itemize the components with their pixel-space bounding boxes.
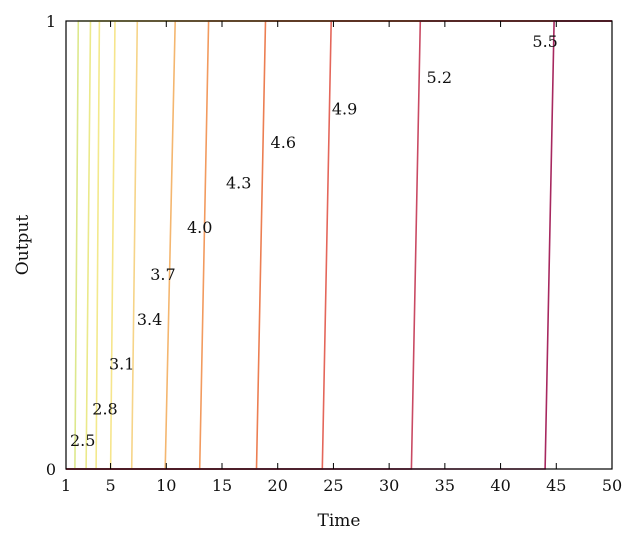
series-label-2.5: 2.5: [70, 431, 95, 450]
series-label-5.5: 5.5: [532, 32, 557, 51]
series-line-3.7: [66, 20, 612, 470]
series-label-4.0: 4.0: [187, 218, 212, 237]
x-tick-label: 20: [268, 476, 288, 495]
plot-frame: [65, 20, 613, 470]
x-tick-label: 5: [105, 476, 115, 495]
series-line-2.8: [66, 20, 612, 470]
y-axis-title: Output: [13, 215, 33, 276]
series-label-4.6: 4.6: [271, 133, 296, 152]
y-tick-label: 0: [46, 460, 56, 479]
series-label-4.9: 4.9: [332, 99, 357, 118]
series-line-4.9: [66, 20, 612, 470]
x-tick-label: 10: [156, 476, 176, 495]
x-tick-label: 15: [212, 476, 232, 495]
x-tick-label: 50: [602, 476, 622, 495]
series-line-3.4: [66, 20, 612, 470]
x-tick-label: 35: [435, 476, 455, 495]
series-label-3.1: 3.1: [109, 355, 134, 374]
x-tick-label: 25: [323, 476, 343, 495]
series-label-3.7: 3.7: [150, 265, 175, 284]
series-line-2.5: [66, 20, 612, 470]
y-tick-label: 1: [46, 12, 56, 31]
series-line-4.6: [66, 20, 612, 470]
x-tick-label: 30: [379, 476, 399, 495]
x-axis-title: Time: [318, 511, 361, 531]
series-line-5.5: [66, 20, 612, 470]
series-label-4.3: 4.3: [226, 173, 251, 192]
series-label-2.8: 2.8: [92, 400, 117, 419]
series-line-4.3: [66, 20, 612, 470]
x-tick-label: 1: [61, 476, 71, 495]
series-line-3.1: [66, 20, 612, 470]
series-label-5.2: 5.2: [427, 68, 452, 87]
series-line-4.0: [66, 20, 612, 470]
series-lines: [66, 20, 612, 470]
series-line-5.2: [66, 20, 612, 470]
series-labels: 2.5 2.8 3.1 3.4 3.7 4.0 4.3 4.6 4.9 5.2 5.5: [70, 32, 558, 450]
x-tick-label: 40: [490, 476, 510, 495]
series-label-3.4: 3.4: [137, 310, 162, 329]
x-tick-label: 45: [546, 476, 566, 495]
